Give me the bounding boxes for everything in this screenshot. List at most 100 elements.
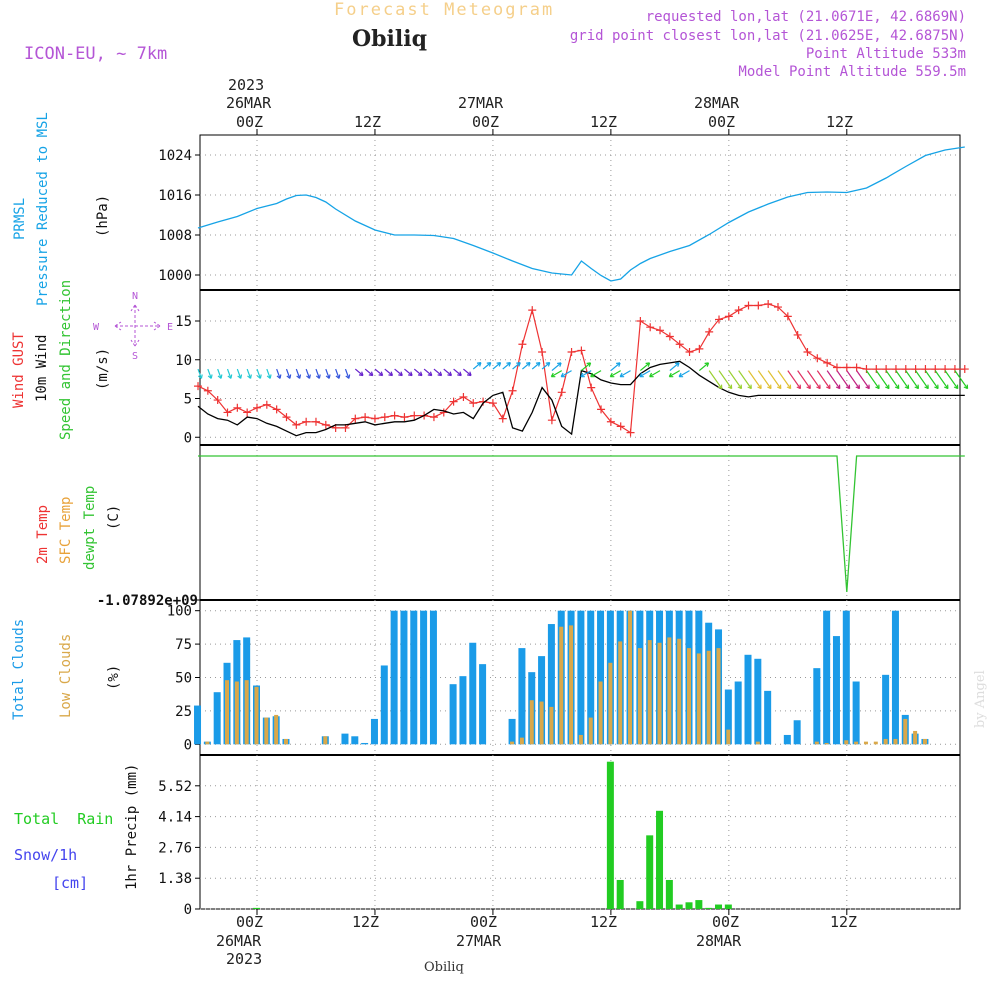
wind-tick-label: 15 (175, 314, 192, 330)
wind-arrow-head (855, 384, 861, 390)
wind-arrow-head (358, 371, 364, 377)
wind-arrow (954, 370, 969, 389)
gust-marker (842, 363, 851, 372)
low-cloud-bar (854, 741, 859, 745)
compass-south-label: S (132, 351, 138, 362)
rain-bar (695, 900, 703, 909)
wind-arrow (560, 370, 572, 378)
wind-arrow (639, 370, 651, 378)
gust-marker (203, 386, 212, 395)
model-name: ICON-EU, ~ 7km (24, 44, 168, 64)
wind-arrow-head (266, 374, 272, 379)
wind-arrow (767, 370, 782, 389)
gust-marker (950, 365, 959, 374)
wind-arrow (236, 368, 242, 379)
top-tick-12z-27: 12Z (590, 113, 618, 131)
total-cloud-bar (577, 610, 585, 745)
gust-marker (272, 405, 281, 414)
precipitation-tick-label: 5.52 (158, 779, 192, 795)
wind-arrow-head (217, 374, 223, 379)
low-cloud-bar (254, 686, 259, 745)
wind-arrow (856, 370, 870, 389)
gust-marker (194, 382, 203, 391)
wind-arrow-head (943, 384, 949, 390)
wind-arrow (777, 370, 792, 389)
top-tick-12z-26: 12Z (354, 113, 382, 131)
wind-arrow-head (590, 372, 595, 378)
gust-marker (636, 317, 645, 325)
wind-arrow (197, 368, 203, 379)
wind-arrow (924, 370, 939, 389)
wind-arrow-head (609, 372, 615, 378)
watermark: by Angel (973, 670, 988, 728)
bottom-tick-12z-27: 12Z (590, 913, 618, 931)
sfc-label: SFC Temp (58, 497, 74, 564)
prmsl-desc-label: Pressure Reduced to MSL (35, 112, 51, 306)
wind-arrow-head (447, 371, 452, 377)
gust-marker (282, 413, 291, 422)
bottom-date-26mar: 26MAR (216, 932, 262, 950)
gust-marker (577, 346, 586, 355)
gust-marker (646, 323, 655, 332)
wind-arrow-head (616, 362, 621, 367)
gust-marker (213, 396, 222, 405)
gust-marker (823, 358, 832, 367)
gust-marker (803, 348, 812, 356)
low-clouds-label: Low Clouds (58, 634, 74, 718)
wind-arrow (384, 368, 393, 376)
total-cloud-bar (813, 668, 821, 745)
wind-arrow (610, 370, 622, 378)
gust-marker (410, 411, 419, 420)
temp-unit-label: (C) (106, 505, 122, 530)
clouds-tick-label: 75 (175, 637, 192, 653)
wind-arrow-head (306, 374, 311, 379)
wind-arrow-head (207, 374, 213, 379)
gust-marker (597, 405, 606, 414)
wind-arrow (541, 362, 551, 370)
total-cloud-bar (852, 681, 860, 745)
low-cloud-bar (863, 741, 868, 745)
wind-arrow (678, 370, 690, 378)
total-cloud-bar (469, 642, 477, 745)
low-cloud-bar (893, 738, 898, 745)
wind-arrow-head (678, 372, 684, 378)
total-cloud-bar (724, 689, 732, 745)
total-cloud-bar (744, 654, 752, 745)
wind-arrow-head (963, 384, 969, 390)
total-cloud-bar (587, 610, 595, 745)
wind-tick-label: 0 (184, 430, 192, 446)
wind-arrow (826, 370, 841, 389)
low-cloud-bar (578, 734, 583, 745)
gust-marker (685, 348, 694, 356)
low-cloud-bar (608, 662, 613, 745)
wind-arrow (305, 368, 311, 379)
wind-arrow-head (345, 374, 351, 379)
gust-marker (351, 414, 360, 423)
wind-arrow-head (535, 362, 541, 367)
wind-arrow (551, 370, 563, 378)
point-altitude: Point Altitude 533m (805, 46, 966, 62)
total-cloud-bar (213, 692, 221, 745)
wind-arrow (472, 362, 482, 370)
model-altitude: Model Point Altitude 559.5m (738, 64, 966, 80)
gust-marker (616, 422, 625, 431)
gust-marker (606, 417, 615, 426)
wind10-line (197, 360, 965, 437)
wind-arrow-head (816, 384, 821, 390)
low-cloud-bar (510, 741, 515, 745)
wind-arrow-head (550, 372, 556, 378)
total-cloud-bar (459, 676, 467, 745)
low-cloud-bar (225, 680, 230, 745)
low-cloud-bar (726, 729, 731, 745)
low-cloud-bar (519, 737, 524, 745)
wind-arrow-head (557, 362, 562, 367)
low-cloud-bar (755, 741, 760, 745)
total-cloud-bar (380, 665, 388, 745)
rain-bar (715, 904, 723, 909)
wind-arrow-head (388, 371, 394, 377)
wind-arrow (836, 370, 851, 389)
wind-arrow-head (649, 372, 654, 378)
bottom-date-27mar: 27MAR (456, 932, 502, 950)
low-cloud-bar (264, 717, 269, 745)
gust-marker (665, 332, 674, 341)
